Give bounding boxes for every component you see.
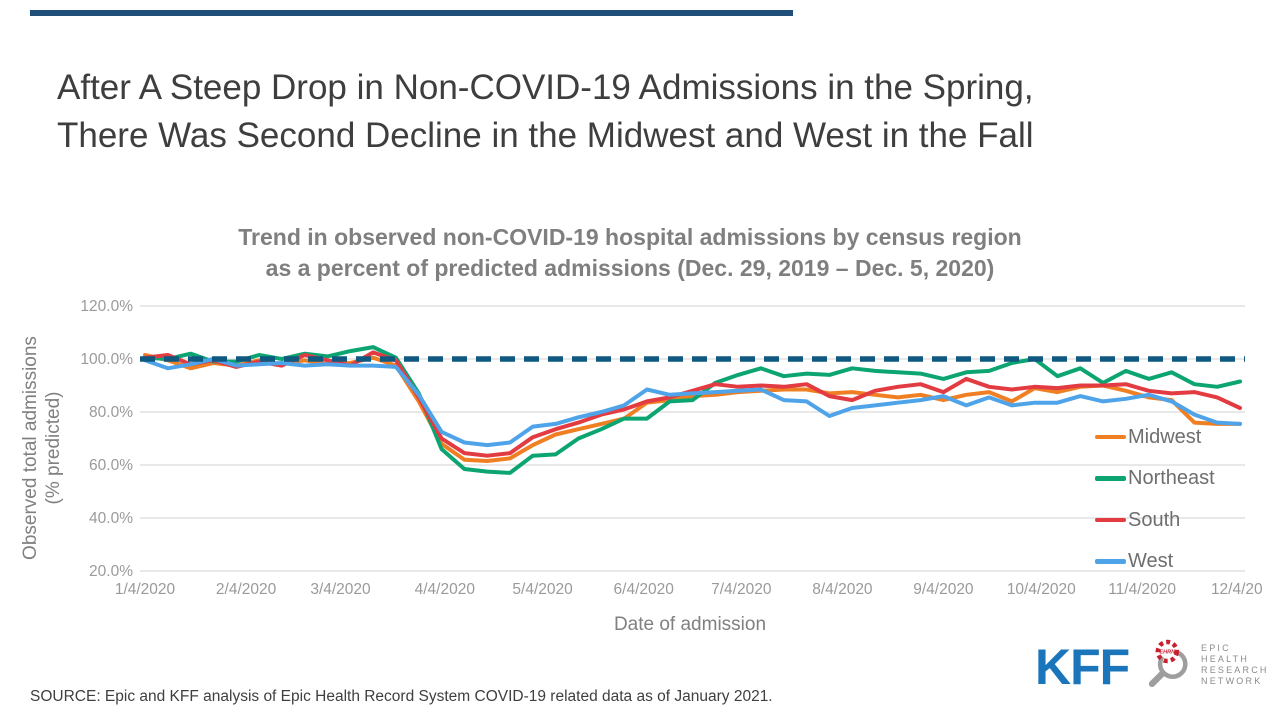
kff-logo: KFF <box>1035 639 1130 695</box>
x-tick-label: 6/4/2020 <box>614 581 675 598</box>
y-tick-label: 80.0% <box>89 404 133 421</box>
legend-item-northeast: Northeast <box>1095 467 1215 491</box>
chart-title-line2: as a percent of predicted admissions (De… <box>265 255 995 281</box>
source-note: SOURCE: Epic and KFF analysis of Epic He… <box>30 688 773 705</box>
y-tick-label: 20.0% <box>89 563 133 580</box>
x-tick-label: 3/4/2020 <box>310 581 371 598</box>
x-tick-label: 8/4/2020 <box>812 581 873 598</box>
series-line-northeast <box>143 345 1242 475</box>
legend-label: Midwest <box>1128 425 1202 448</box>
slide-title-line1: After A Steep Drop in Non-COVID-19 Admis… <box>57 68 1034 107</box>
y-tick-label: 120.0% <box>80 298 133 315</box>
legend-label: West <box>1128 550 1174 572</box>
legend-item-west: West <box>1095 550 1173 574</box>
x-tick-label: 4/4/2020 <box>415 581 476 598</box>
chart-title: Trend in observed non-COVID-19 hospital … <box>100 222 1160 284</box>
x-tick-label: 1/4/2020 <box>115 581 176 598</box>
y-axis-title-line1: Observed total admissions <box>20 336 41 560</box>
x-tick-label: 7/4/2020 <box>711 581 772 598</box>
slide-title-line2: There Was Second Decline in the Midwest … <box>57 116 1034 155</box>
legend-label: South <box>1128 508 1181 531</box>
ehrn-gear-magnifier-icon: EHRN <box>1148 639 1188 688</box>
y-axis-title: Observed total admissions (% predicted) <box>19 308 65 588</box>
slide-title: After A Steep Drop in Non-COVID-19 Admis… <box>57 64 1237 160</box>
x-tick-label: 9/4/2020 <box>913 581 974 598</box>
x-tick-label: 10/4/2020 <box>1007 581 1076 598</box>
y-tick-label: 60.0% <box>89 457 133 474</box>
top-accent-bar <box>30 10 793 16</box>
chart-title-line1: Trend in observed non-COVID-19 hospital … <box>238 224 1022 250</box>
x-tick-label: 11/4/2020 <box>1108 581 1176 598</box>
series-line-south <box>143 350 1242 458</box>
y-axis-title-line2: (% predicted) <box>43 391 64 505</box>
ehrn-logo: EHRN EPIC HEALTH RESEARCH NETWORK <box>1143 638 1269 692</box>
legend-swatch-south <box>1095 517 1126 523</box>
legend-label: Northeast <box>1128 467 1215 489</box>
series-line-west <box>143 357 1242 448</box>
legend-swatch-west <box>1095 559 1126 564</box>
legend-item-midwest: Midwest <box>1095 425 1201 449</box>
y-tick-label: 100.0% <box>80 351 133 368</box>
x-tick-label: 12/4/20 <box>1211 581 1263 598</box>
legend-item-south: South <box>1095 508 1180 532</box>
legend-swatch-northeast <box>1095 476 1126 481</box>
y-tick-label: 40.0% <box>89 510 133 527</box>
x-axis-title: Date of admission <box>613 614 767 635</box>
x-tick-label: 5/4/2020 <box>512 581 573 598</box>
svg-text:EHRN: EHRN <box>1159 650 1176 656</box>
x-tick-label: 2/4/2020 <box>216 581 277 598</box>
legend-swatch-midwest <box>1095 434 1126 440</box>
ehrn-logo-text: EPIC HEALTH RESEARCH NETWORK <box>1201 643 1269 686</box>
